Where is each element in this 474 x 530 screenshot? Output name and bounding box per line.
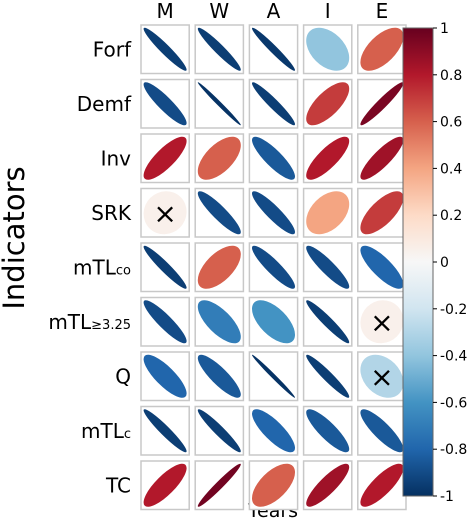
correlation-ellipse (197, 82, 241, 126)
correlation-ellipse (252, 463, 296, 507)
correlation-ellipse (306, 82, 350, 126)
correlation-ellipse (143, 82, 187, 126)
correlation-ellipse (306, 27, 350, 71)
correlation-ellipse (197, 409, 241, 453)
correlation-ellipse (197, 245, 241, 289)
colorbar-tick-label: -0.2 (440, 302, 467, 318)
column-label: W (209, 0, 229, 23)
colorbar-tick-label: -0.8 (440, 442, 467, 458)
correlation-ellipse (360, 191, 404, 235)
correlation-ellipse (360, 463, 404, 507)
correlation-ellipse (197, 300, 241, 344)
row-label: Inv (101, 146, 132, 170)
correlation-ellipse (306, 191, 350, 235)
column-label: A (267, 0, 281, 23)
correlation-ellipse (360, 354, 404, 398)
correlation-ellipse (197, 354, 241, 398)
column-label: I (325, 0, 331, 23)
matrix-cells: × × × (140, 24, 407, 511)
correlation-ellipse (143, 463, 187, 507)
correlation-ellipse (306, 463, 350, 507)
correlation-ellipse (251, 191, 295, 235)
row-label: mTLco (73, 255, 131, 279)
correlation-ellipse (360, 409, 404, 453)
colorbar-tick-label: 0.8 (440, 68, 462, 84)
insignificant-marker: × (370, 360, 393, 393)
correlation-ellipse (143, 245, 187, 289)
colorbar: 1 0.8 0.6 0.4 0.2 0 -0.2 -0.4 -0.6 -0.8 -1 (402, 21, 467, 505)
correlation-ellipse (306, 245, 350, 289)
colorbar-tick-label: -0.4 (440, 349, 467, 365)
correlation-ellipse (197, 27, 241, 71)
correlation-ellipse (143, 191, 187, 235)
correlation-ellipse (252, 27, 296, 71)
correlation-ellipse (360, 300, 404, 344)
row-label: Demf (77, 92, 132, 116)
colorbar-tick-label: 0 (440, 255, 449, 271)
correlation-ellipse (252, 136, 296, 180)
y-axis-title: Indicators (0, 166, 31, 309)
correlation-ellipse (143, 354, 187, 398)
correlation-ellipse (143, 27, 187, 71)
correlation-ellipse (306, 354, 350, 398)
correlation-ellipse (251, 245, 295, 289)
correlation-ellipse (306, 409, 350, 453)
correlation-ellipse (143, 136, 187, 180)
insignificant-marker: × (370, 306, 393, 339)
correlation-ellipse (360, 27, 404, 71)
row-label: Q (115, 364, 131, 388)
column-label: M (156, 0, 173, 23)
correlation-ellipse (251, 354, 295, 398)
row-label: SRK (91, 201, 132, 225)
correlation-ellipse (251, 409, 295, 453)
row-label: mTLc (81, 419, 131, 443)
correlation-ellipse (306, 136, 350, 180)
column-label: E (376, 0, 389, 23)
correlation-ellipse (197, 191, 241, 235)
correlation-ellipse (143, 300, 187, 344)
correlation-ellipse (143, 409, 187, 453)
correlation-ellipse (252, 82, 295, 126)
correlation-ellipse (360, 136, 404, 180)
correlation-ellipse (306, 300, 350, 344)
colorbar-tick-label: -1 (440, 489, 454, 505)
correlation-ellipse (251, 300, 295, 344)
colorbar-tick-label: 0.2 (440, 208, 462, 224)
insignificant-marker: × (153, 197, 176, 230)
correlation-ellipse (197, 463, 241, 507)
row-label: mTL≥3.25 (48, 310, 131, 334)
correlation-ellipse (360, 82, 404, 126)
row-label: Forf (93, 37, 132, 61)
colorbar-tick-label: 0.4 (440, 161, 462, 177)
row-label: TC (105, 473, 131, 497)
colorbar-tick-label: -0.6 (440, 395, 467, 411)
correlation-ellipse (197, 136, 241, 180)
colorbar-gradient (402, 27, 434, 497)
correlation-ellipse (360, 245, 404, 289)
colorbar-tick-label: 0.6 (440, 115, 462, 131)
colorbar-tick-label: 1 (440, 21, 449, 37)
